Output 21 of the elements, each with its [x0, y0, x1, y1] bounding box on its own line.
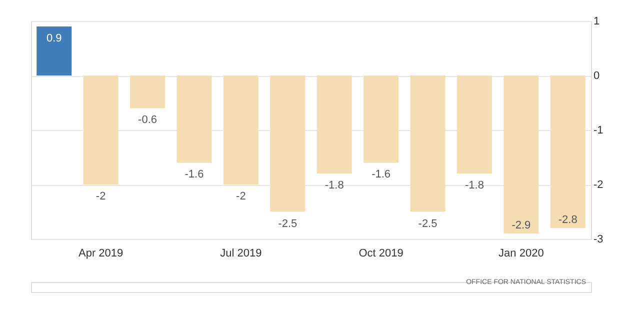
y-tick-label: 0	[594, 70, 600, 82]
data-label: -1.8	[464, 180, 484, 192]
data-label: 0.9	[46, 32, 62, 44]
data-label: -2	[96, 190, 106, 202]
data-label: -2	[236, 190, 246, 202]
data-label: -2.5	[278, 218, 298, 230]
data-label: -2.9	[512, 220, 531, 232]
data-label: -2.8	[558, 214, 578, 226]
x-tick-label: Jul 2019	[220, 248, 262, 260]
y-tick-label: -3	[594, 234, 604, 246]
x-tick-label: Apr 2019	[78, 248, 124, 260]
y-tick-label: 1	[594, 16, 600, 28]
data-label: -1.6	[372, 168, 391, 181]
y-tick-label: -2	[594, 179, 604, 191]
data-label: -0.6	[138, 114, 158, 126]
data-label: -1.8	[324, 180, 344, 192]
x-tick-label: Oct 2019	[358, 248, 404, 260]
y-tick-label: -1	[594, 124, 604, 136]
data-label: -1.6	[184, 168, 204, 181]
data-label: -2.5	[418, 218, 438, 230]
x-tick-label: Jan 2020	[498, 248, 544, 260]
